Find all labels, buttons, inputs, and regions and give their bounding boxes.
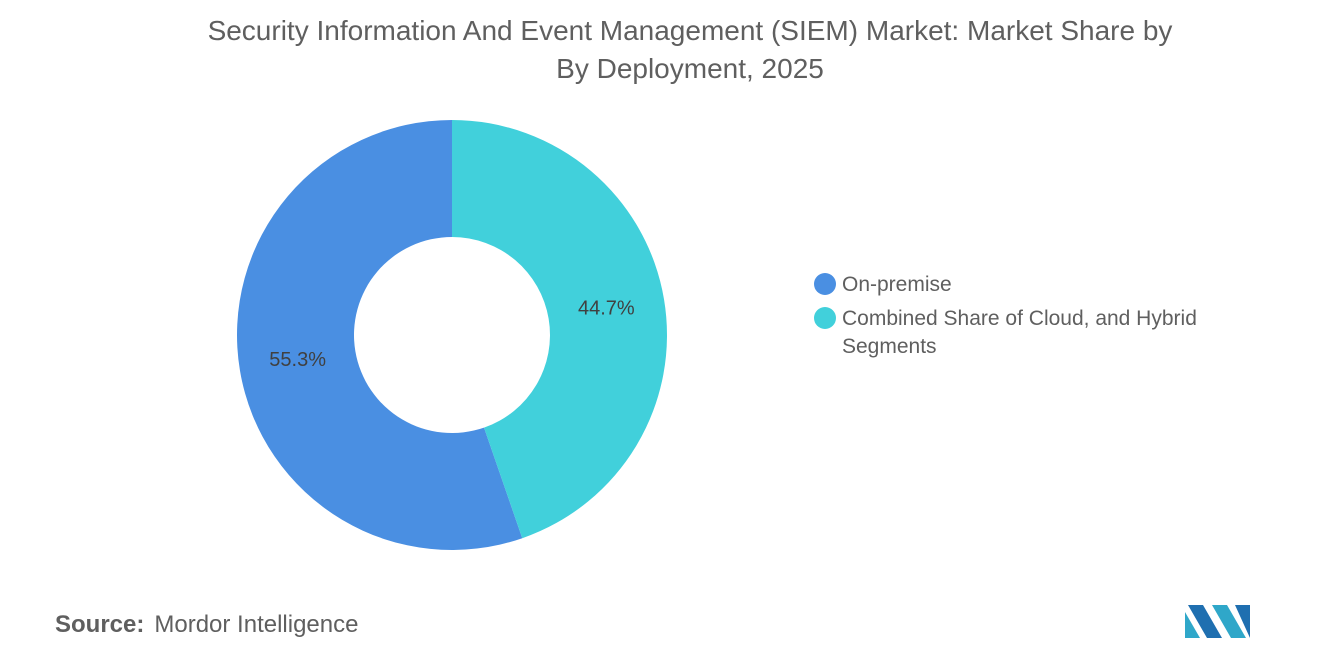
data-label: 44.7% — [578, 297, 635, 319]
source: Source: Mordor Intelligence — [55, 611, 358, 639]
legend: On-premise Combined Share of Cloud, and H… — [814, 271, 1237, 367]
legend-label: On-premise — [842, 273, 952, 296]
source-text: Mordor Intelligence — [154, 611, 359, 638]
data-label: 55.3% — [269, 349, 326, 371]
title-line: Security Information And Event Managemen… — [207, 15, 1173, 46]
legend-swatch — [814, 307, 836, 329]
slice — [452, 120, 667, 539]
logo — [1185, 605, 1250, 638]
chart-title: Security Information And Event Managemen… — [0, 12, 1320, 88]
title-line: By Deployment, 2025 — [556, 53, 824, 84]
legend-item: Combined Share of Cloud, and Hybrid Segm… — [814, 305, 1237, 361]
legend-swatch — [814, 273, 836, 295]
source-label: Source: — [55, 611, 145, 638]
legend-label: Combined Share of Cloud, and Hybrid Segm… — [842, 307, 1197, 358]
slice — [236, 120, 523, 551]
legend-item: On-premise — [814, 271, 1237, 299]
